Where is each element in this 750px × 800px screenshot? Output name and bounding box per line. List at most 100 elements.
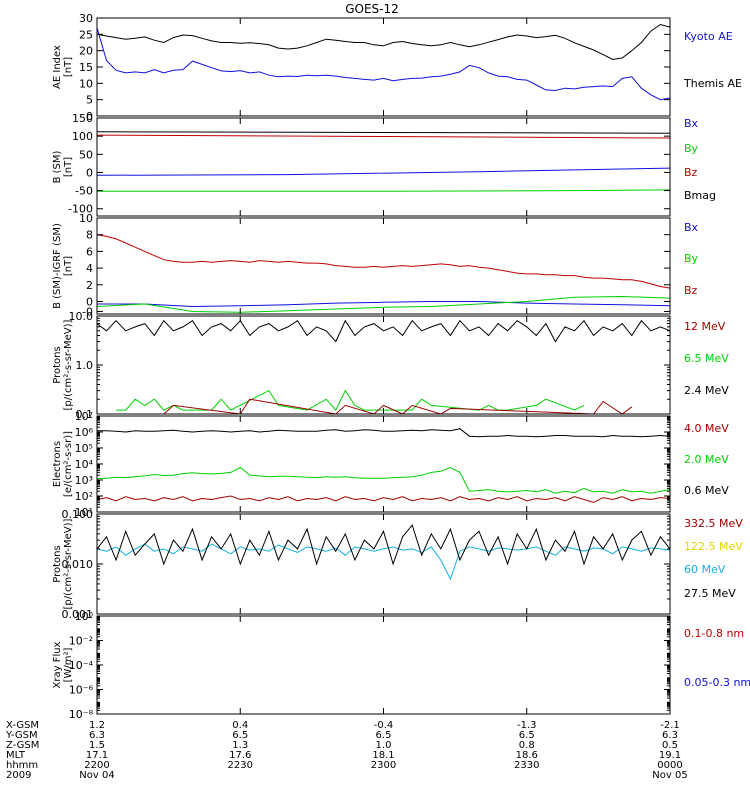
panel-6-ytick-label-1: 0.001 [62, 608, 94, 621]
panel-7-legend-1: 0.1-0.8 nm [684, 627, 744, 640]
panel-4-legend-1: 12 MeV [684, 320, 726, 333]
panel-5-series-2 [96, 466, 671, 494]
xaxis-row-label-1: X-GSM [6, 720, 39, 731]
panel-3-legend-3: Bz [684, 284, 698, 297]
panel-5-ytick-label-1: 10¹ [75, 506, 93, 519]
panel-5-ytick-label-3: 10³ [75, 474, 93, 487]
panel-1-ytick-label-6: 25 [79, 28, 93, 41]
panel-3: -00 2 4 6 8 10 B (SM)-IGRF (SM) [nT] Bx By Bz [52, 212, 699, 318]
panel-7-ylabel-line-1: Xray Flux [52, 641, 63, 688]
panel-3-ytick-label-3: 2 [86, 279, 93, 292]
panel-2: -100 -50 0 50 100 150 B (SM) [nT] Bx By Bz Bmag [52, 112, 716, 217]
panel-2-legend-4: Bmag [684, 189, 716, 202]
panel-4-ytick-label-2: 1.0 [76, 359, 94, 372]
xaxis-tick-4-row-2: 6.5 [519, 730, 535, 741]
panel-2-series-2 [96, 134, 671, 139]
xaxis-tick-5-row-6: Nov 05 [652, 770, 687, 781]
xaxis-tick-2-row-1: 0.4 [232, 720, 248, 731]
panel-1-frame [96, 17, 671, 117]
panel-7-ytick-label-1: 10⁻⁸ [69, 708, 94, 721]
panel-4-ytick-label-1: 0.1 [76, 408, 94, 421]
panel-3-ytick-label-7: 10 [79, 212, 93, 225]
panel-5-ytick-label-4: 10⁴ [75, 458, 94, 471]
panel-7-frame [96, 615, 671, 715]
panel-5-ytick-label-5: 10⁵ [75, 442, 93, 455]
panel-5-series-1 [97, 428, 671, 438]
panel-5: 10¹ 10² 10³ 10⁴ 10⁵ 10⁶ 10⁷ Electrons [e/(cm²-s-… [52, 410, 729, 519]
panel-2-legend-2: By [684, 142, 699, 155]
panel-3-ytick-label-4: 4 [86, 262, 93, 275]
panel-3-legend-2: By [684, 252, 699, 265]
xaxis-tick-5-row-3: 0.5 [662, 740, 678, 751]
panel-6: 0.001 0.010 0.100 Protons [p/(cm²-s-sr-MeV)]… [52, 508, 743, 621]
xaxis-tick-3-row-3: 1.0 [376, 740, 392, 751]
panel-5-ylabel-line-1: Electrons [52, 441, 63, 487]
panel-2-ytick-label-3: 0 [86, 166, 93, 179]
xaxis-tick-2-row-5: 2230 [228, 760, 253, 771]
xaxis-row-label-4: MLT [6, 750, 26, 761]
panel-3-series-2 [97, 301, 671, 308]
panel-7-ytick-label-5: 10⁰ [75, 610, 94, 623]
panel-3-frame [96, 217, 671, 315]
xaxis-tick-3-row-5: 2300 [371, 760, 396, 771]
xaxis-tick-5-row-5: 0000 [657, 760, 682, 771]
panel-6-series-2 [96, 524, 671, 566]
panel-3-series-1 [96, 234, 671, 289]
panel-7-ytick-label-2: 10⁻⁶ [69, 684, 94, 697]
panel-1-ytick-label-7: 30 [79, 12, 93, 25]
panel-6-legend-2: 122.5 MeV [684, 540, 743, 553]
panel-2-series-3 [96, 167, 671, 176]
panel-1-legend-2: Themis AE [683, 77, 742, 90]
xaxis-tick-5-row-1: -2.1 [660, 720, 680, 731]
xaxis-tick-1-row-2: 6.3 [89, 730, 105, 741]
panel-3-ylabel-line-1: B (SM)-IGRF (SM) [52, 223, 63, 309]
xaxis-tick-2-row-3: 1.3 [232, 740, 248, 751]
panel-1-ytick-label-4: 15 [79, 61, 93, 74]
panel-5-legend-1: 4.0 MeV [684, 422, 729, 435]
panel-7: 10⁻⁸ 10⁻⁶ 10⁻⁴ 10⁻² 10⁰ Xray Flux [W/m²] 0.1-0.… [52, 610, 750, 721]
panel-2-legend-3: Bz [684, 166, 698, 179]
panel-2-ytick-label-2: -50 [75, 185, 93, 198]
panel-7-ytick-label-3: 10⁻⁴ [69, 659, 94, 672]
panel-1-ytick-label-1: 0 [86, 110, 93, 123]
panel-5-series-3 [96, 495, 671, 503]
xaxis-tick-4-row-5: 2330 [514, 760, 539, 771]
panel-7-legend-2: 0.05-0.3 nm [684, 676, 750, 689]
xaxis-tick-5-row-4: 19.1 [659, 750, 681, 761]
panel-4-ylabel-line-2: [p/(cm²-s-sr-MeV)] [63, 319, 74, 410]
panel-7-ylabel-line-2: [W/m²] [63, 647, 74, 682]
panel-5-ylabel-line-2: [e/(cm²-s-sr)] [63, 431, 74, 497]
panel-3-ytick-label-2: 0 [86, 295, 93, 308]
panel-6-legend-3: 60 MeV [684, 563, 726, 576]
panel-4-legend-2: 6.5 MeV [684, 352, 729, 365]
x-axis-ephemeris: X-GSMY-GSMZ-GSMMLThhmm20091.26.31.517.12… [5, 720, 688, 781]
panel-5-ytick-label-6: 10⁶ [75, 426, 94, 439]
panel-3-legend-1: Bx [684, 221, 699, 234]
panel-4: 0.1 1.0 10.0 Protons [p/(cm²-s-sr-MeV)] 12 Me… [52, 310, 729, 421]
xaxis-row-label-2: Y-GSM [5, 730, 38, 741]
panel-5-ytick-label-2: 10² [75, 490, 93, 503]
xaxis-tick-3-row-4: 18.1 [372, 750, 394, 761]
panel-3-ytick-label-1: -0 [82, 305, 93, 318]
panel-1-ytick-label-3: 10 [79, 77, 93, 90]
xaxis-tick-3-row-1: -0.4 [374, 720, 394, 731]
panel-6-legend-1: 332.5 MeV [684, 517, 743, 530]
xaxis-tick-2-row-4: 17.6 [229, 750, 251, 761]
panel-4-legend-3: 2.4 MeV [684, 384, 729, 397]
panel-3-ytick-label-5: 6 [86, 245, 93, 258]
panel-2-legend-1: Bx [684, 117, 699, 130]
panel-6-ylabel-line-2: [p/(cm²-s-sr-MeV)] [63, 518, 74, 609]
panel-4-ytick-label-3: 10.0 [69, 310, 94, 323]
panel-4-ylabel-line-1: Protons [52, 346, 63, 383]
panel-2-ytick-label-1: -100 [68, 203, 93, 216]
panel-2-series-4 [97, 189, 671, 192]
panel-1-ytick-label-5: 20 [79, 45, 93, 58]
panel-2-ytick-label-5: 100 [72, 130, 93, 143]
panel-2-ylabel-line-1: B (SM) [52, 150, 63, 183]
panel-3-ylabel-line-2: [nT] [63, 256, 74, 276]
xaxis-row-label-3: Z-GSM [6, 740, 39, 751]
panel-6-legend-4: 27.5 MeV [684, 587, 736, 600]
xaxis-tick-4-row-4: 18.6 [516, 750, 538, 761]
panel-4-series-1 [96, 319, 671, 343]
